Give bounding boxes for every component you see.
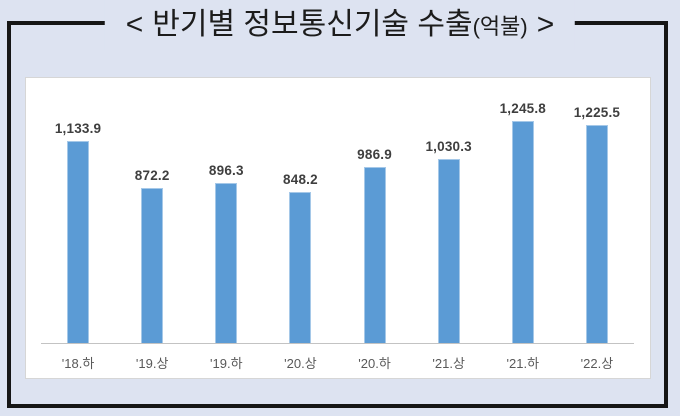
x-axis-tick-label: '18.하 [61, 356, 95, 371]
x-axis-tick-label: '19.상 [135, 356, 169, 371]
bar-value-label: 986.9 [357, 147, 392, 162]
x-axis-tick-label: '19.하 [210, 356, 243, 371]
chart-panel: 1,133.9 872.2 896.3 848.2 986.9 1,030.3 … [25, 77, 651, 379]
x-axis-tick-label: '21.상 [432, 356, 465, 371]
bar-value-label: 872.2 [134, 168, 170, 183]
x-axis-tick-label: '20.하 [358, 356, 391, 371]
bar-value-label: 848.2 [283, 172, 318, 187]
bar-value-label: 1,225.5 [573, 105, 621, 120]
bar [585, 125, 608, 343]
bar-group: 1,225.5 [560, 78, 634, 343]
x-axis-tick-label: '20.상 [284, 356, 317, 371]
bar-value-label: 1,030.3 [425, 139, 472, 154]
bar [141, 188, 164, 343]
title-close-bracket: > [536, 8, 555, 41]
bar-value-label: 896.3 [208, 163, 244, 178]
x-axis-tick-label: '22.상 [580, 356, 614, 371]
plot-area: 1,133.9 872.2 896.3 848.2 986.9 1,030.3 … [41, 78, 634, 378]
bar [363, 167, 386, 343]
page-title: < 반기별 정보통신기술 수출(억불) > [104, 0, 576, 50]
bar-group: 896.3 [189, 78, 263, 343]
bar [511, 121, 534, 343]
bars-container: 1,133.9 872.2 896.3 848.2 986.9 1,030.3 … [41, 78, 634, 344]
x-axis-tick-label: '21.하 [506, 356, 540, 371]
bar [215, 183, 238, 343]
bar-group: 1,133.9 [41, 78, 115, 343]
bar [289, 192, 312, 343]
bar-value-label: 1,245.8 [499, 101, 547, 116]
bar [437, 159, 460, 343]
bar-group: 1,030.3 [412, 78, 486, 343]
x-axis-labels: '18.하 '19.상 '19.하 '20.상 '20.하 '21.상 '21.… [41, 344, 634, 372]
bar [67, 141, 90, 343]
title-open-bracket: < [125, 8, 144, 41]
bar-group: 872.2 [115, 78, 189, 343]
title-unit: (억불) [472, 14, 528, 39]
bar-group: 986.9 [338, 78, 412, 343]
bar-group: 848.2 [263, 78, 337, 343]
bar-value-label: 1,133.9 [54, 121, 102, 136]
title-text: 반기별 정보통신기술 수출 [152, 8, 473, 41]
bar-group: 1,245.8 [486, 78, 560, 343]
